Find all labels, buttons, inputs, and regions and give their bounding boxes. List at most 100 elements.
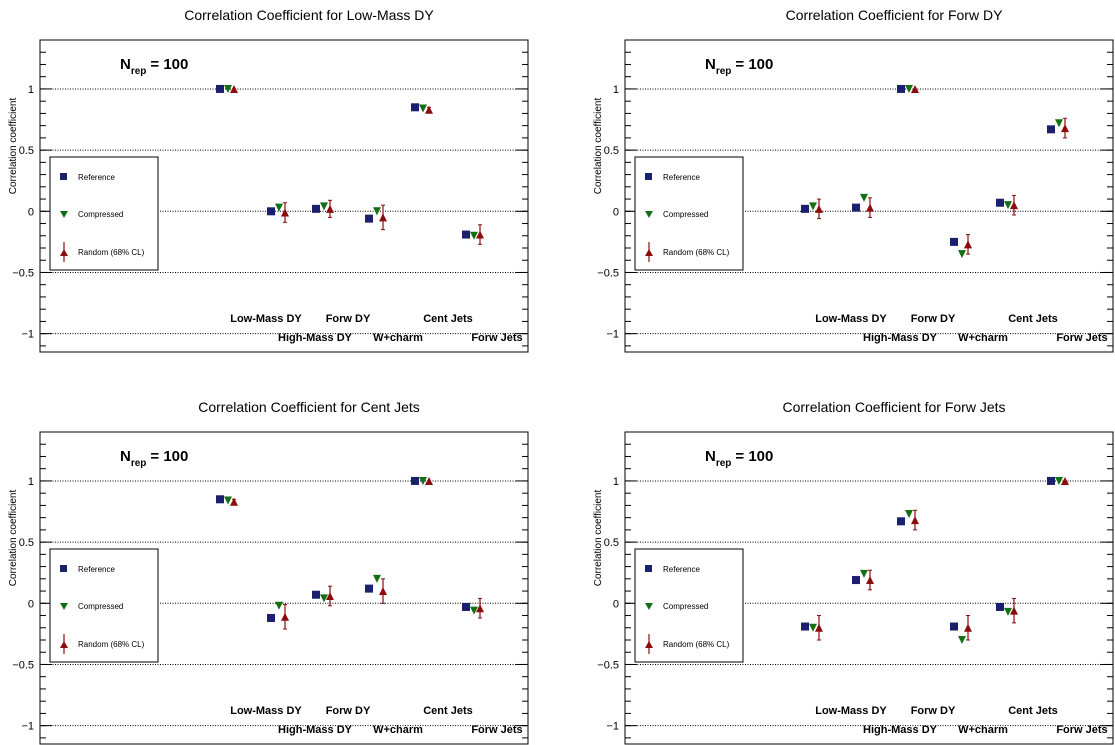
- y-tick-label: 0: [28, 598, 34, 610]
- legend-marker-random: [645, 641, 653, 648]
- random-point: [815, 623, 823, 632]
- reference-point: [897, 84, 905, 93]
- legend-marker-reference: [645, 173, 652, 180]
- category-label: Forw DY: [911, 313, 956, 325]
- chart-panel-1: Correlation Coefficient for Low-Mass DY −…: [8, 7, 529, 353]
- compressed-point: [1004, 607, 1012, 616]
- compressed-point: [320, 594, 328, 603]
- chart-panel-4: Correlation Coefficient for Forw Jets −1 −…: [593, 399, 1114, 745]
- random-point: [281, 208, 289, 217]
- y-tick-label: −1: [606, 329, 619, 341]
- legend-label-random: Random (68% CL): [663, 640, 730, 649]
- reference-point: [950, 237, 958, 246]
- reference-point: [312, 204, 320, 213]
- random-point: [425, 476, 433, 485]
- y-tick-label: 0: [613, 598, 619, 610]
- y-tick-label: −0.5: [597, 659, 619, 671]
- y-tick-label: −0.5: [12, 267, 34, 279]
- random-point: [1010, 606, 1018, 615]
- legend: Reference Compressed Random (68% CL): [49, 548, 159, 663]
- category-label: W+charm: [958, 332, 1008, 344]
- legend-label-random: Random (68% CL): [663, 248, 730, 257]
- reference-point: [996, 602, 1004, 611]
- nrep-symbol: N: [705, 56, 716, 73]
- legend-label-reference: Reference: [663, 565, 700, 574]
- random-point: [281, 612, 289, 621]
- y-tick-label: 0.5: [19, 537, 34, 549]
- category-label: High-Mass DY: [278, 332, 353, 344]
- legend-label-reference: Reference: [78, 565, 115, 574]
- legend-box: [49, 548, 159, 663]
- random-point: [866, 203, 874, 212]
- legend-label-reference: Reference: [78, 173, 115, 182]
- category-label: High-Mass DY: [863, 332, 938, 344]
- chart-panel-3: Correlation Coefficient for Cent Jets −1 −…: [8, 399, 529, 745]
- category-label: High-Mass DY: [863, 724, 938, 736]
- category-label: Low-Mass DY: [815, 705, 887, 717]
- legend-marker-reference: [60, 173, 67, 180]
- reference-point: [411, 103, 419, 112]
- chart-title: Correlation Coefficient for Forw Jets: [782, 399, 1005, 415]
- legend-box: [634, 156, 744, 271]
- legend-label-compressed: Compressed: [663, 602, 708, 611]
- compressed-point: [905, 84, 913, 93]
- random-point: [964, 623, 972, 632]
- random-point: [326, 204, 334, 213]
- category-label: Cent Jets: [1008, 705, 1058, 717]
- y-tick-label: 1: [28, 84, 34, 96]
- legend-marker-random: [60, 249, 68, 256]
- reference-point: [897, 517, 905, 526]
- category-label: Low-Mass DY: [230, 313, 302, 325]
- category-label: Low-Mass DY: [815, 313, 887, 325]
- legend-marker-random: [645, 249, 653, 256]
- category-label: Cent Jets: [423, 313, 473, 325]
- reference-point: [312, 590, 320, 599]
- category-label: Cent Jets: [423, 705, 473, 717]
- legend-label-compressed: Compressed: [78, 210, 123, 219]
- chart-panel-2: Correlation Coefficient for Forw DY −1 −0.…: [593, 7, 1114, 353]
- compressed-point: [1055, 119, 1063, 128]
- y-tick-label: 0: [28, 206, 34, 218]
- nrep-value: = 100: [150, 448, 188, 465]
- legend-marker-random: [60, 641, 68, 648]
- y-tick-label: 0.5: [604, 537, 619, 549]
- category-label: Forw Jets: [471, 332, 522, 344]
- chart-title: Correlation Coefficient for Forw DY: [786, 7, 1003, 23]
- legend-label-compressed: Compressed: [78, 602, 123, 611]
- nrep-subscript: rep: [131, 458, 147, 469]
- random-point: [866, 576, 874, 585]
- y-axis-label: Correlation coefficient: [593, 98, 604, 195]
- plot-frame: [624, 431, 1114, 745]
- legend-label-random: Random (68% CL): [78, 248, 145, 257]
- y-tick-label: −1: [606, 721, 619, 733]
- compressed-point: [958, 250, 966, 259]
- plot-frame: [624, 39, 1114, 353]
- reference-point: [801, 622, 809, 631]
- reference-point: [462, 602, 470, 611]
- category-label: W+charm: [373, 332, 423, 344]
- y-axis-label: Correlation coefficient: [593, 490, 604, 587]
- random-point: [379, 587, 387, 596]
- category-label: Forw Jets: [471, 724, 522, 736]
- random-point: [326, 591, 334, 600]
- random-point: [230, 497, 238, 506]
- y-tick-label: 1: [613, 476, 619, 488]
- random-point: [476, 604, 484, 613]
- random-point: [1061, 124, 1069, 133]
- legend-marker-compressed: [645, 603, 653, 610]
- nrep-subscript: rep: [716, 458, 732, 469]
- chart-title: Correlation Coefficient for Cent Jets: [198, 399, 420, 415]
- y-tick-label: 1: [613, 84, 619, 96]
- category-label: Forw DY: [911, 705, 956, 717]
- nrep-symbol: N: [120, 448, 131, 465]
- reference-point: [462, 230, 470, 239]
- random-point: [1010, 201, 1018, 210]
- random-point: [964, 240, 972, 249]
- category-label: Forw Jets: [1056, 724, 1107, 736]
- y-tick-label: 0.5: [19, 145, 34, 157]
- reference-point: [801, 204, 809, 213]
- nrep-annotation: Nrep = 100: [705, 448, 773, 469]
- legend-box: [634, 548, 744, 663]
- compressed-point: [905, 509, 913, 518]
- legend: Reference Compressed Random (68% CL): [634, 156, 744, 271]
